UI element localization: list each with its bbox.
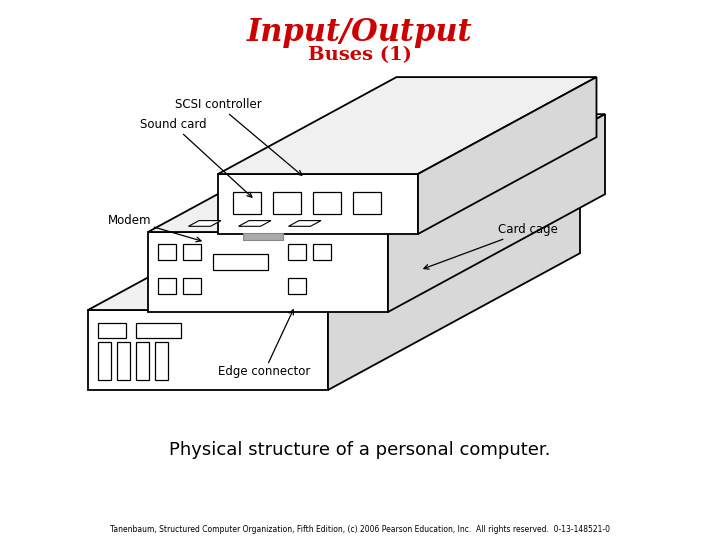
Text: Sound card: Sound card bbox=[140, 118, 252, 197]
Text: Modem: Modem bbox=[108, 213, 201, 242]
Bar bbox=[158, 278, 176, 294]
Bar bbox=[213, 254, 268, 270]
Text: Tanenbaum, Structured Computer Organization, Fifth Edition, (c) 2006 Pearson Edu: Tanenbaum, Structured Computer Organizat… bbox=[110, 525, 610, 535]
Bar bbox=[288, 278, 306, 294]
Text: Physical structure of a personal computer.: Physical structure of a personal compute… bbox=[169, 441, 551, 459]
Bar bbox=[183, 244, 201, 260]
Polygon shape bbox=[238, 221, 271, 226]
Bar bbox=[233, 192, 261, 214]
Text: Card cage: Card cage bbox=[424, 224, 558, 269]
Text: Edge connector: Edge connector bbox=[218, 310, 310, 379]
Text: SCSI controller: SCSI controller bbox=[175, 98, 302, 176]
Bar bbox=[98, 342, 111, 380]
Polygon shape bbox=[289, 221, 321, 226]
Bar bbox=[183, 278, 201, 294]
Bar bbox=[117, 342, 130, 380]
Text: Buses (1): Buses (1) bbox=[308, 46, 412, 64]
Bar bbox=[136, 342, 149, 380]
Polygon shape bbox=[328, 173, 580, 390]
Bar bbox=[313, 244, 331, 260]
Polygon shape bbox=[189, 221, 221, 226]
Polygon shape bbox=[388, 114, 605, 312]
Bar bbox=[353, 192, 381, 214]
Polygon shape bbox=[88, 310, 328, 390]
Bar bbox=[98, 323, 126, 338]
Bar bbox=[313, 192, 341, 214]
Bar bbox=[243, 233, 283, 240]
Bar bbox=[273, 192, 301, 214]
Bar bbox=[158, 244, 176, 260]
Polygon shape bbox=[148, 114, 605, 232]
Bar bbox=[155, 342, 168, 380]
Polygon shape bbox=[218, 174, 418, 234]
Polygon shape bbox=[218, 77, 596, 174]
Polygon shape bbox=[148, 232, 388, 312]
Polygon shape bbox=[418, 77, 596, 234]
Bar bbox=[288, 244, 306, 260]
Text: Input/Output: Input/Output bbox=[247, 17, 473, 48]
Polygon shape bbox=[88, 173, 580, 310]
Bar bbox=[136, 323, 181, 338]
